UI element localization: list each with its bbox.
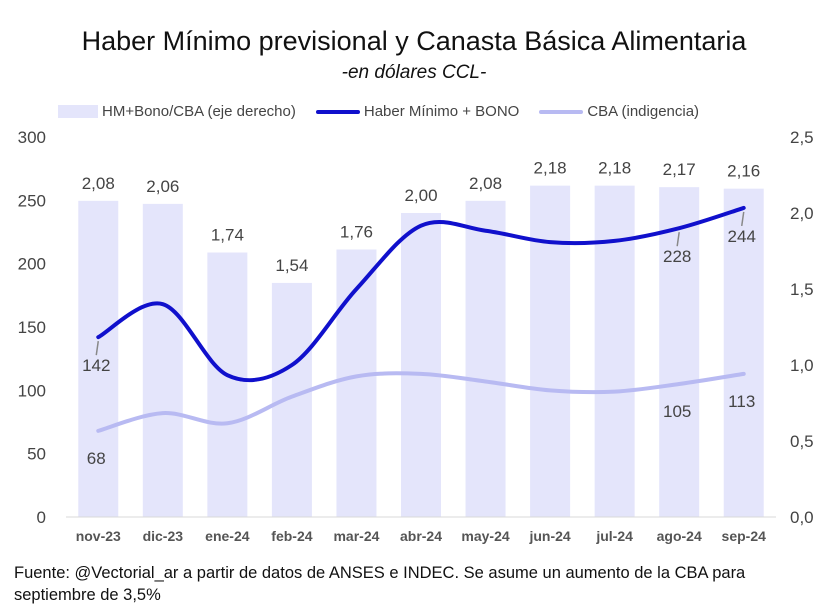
x-tick-label: jul-24 — [595, 528, 633, 544]
chart-subtitle: -en dólares CCL- — [341, 62, 487, 83]
bar-ratio — [465, 200, 506, 517]
y-left-tick-label: 250 — [18, 191, 46, 210]
x-tick-label: may-24 — [461, 528, 509, 544]
x-tick-label: jun-24 — [528, 528, 570, 544]
legend-item-ratio: HM+Bono/CBA (eje derecho) — [58, 103, 296, 120]
legend-swatch-haber — [315, 109, 360, 114]
x-tick-label: dic-23 — [143, 528, 184, 544]
y-left-tick-label: 50 — [27, 445, 46, 464]
bar-ratio — [594, 185, 635, 517]
bar-ratio — [530, 185, 571, 517]
y-left-tick-label: 100 — [18, 381, 46, 400]
source-note: Fuente: @Vectorial_ar a partir de datos … — [14, 564, 746, 604]
bar-ratio — [659, 187, 700, 517]
bar-data-label: 2,08 — [82, 174, 115, 193]
x-tick-label: mar-24 — [333, 528, 379, 544]
bar-ratio — [336, 249, 377, 518]
line-haber — [96, 205, 746, 383]
x-tick-label: abr-24 — [400, 528, 442, 544]
bar-data-label: 1,54 — [275, 256, 308, 275]
bar-data-label: 2,17 — [663, 160, 696, 179]
bar-data-label: 2,16 — [727, 162, 760, 181]
x-tick-label: feb-24 — [271, 528, 312, 544]
legend-item-haber: Haber Mínimo + BONO — [315, 103, 520, 120]
y-right-tick-label: 2,5 — [790, 128, 814, 147]
leader-line — [676, 232, 680, 247]
x-tick-label: ene-24 — [205, 528, 250, 544]
bar-data-label: 1,74 — [211, 226, 244, 245]
line-haber-data-label: 244 — [728, 227, 756, 246]
y-right-tick-label: 0,5 — [790, 432, 814, 451]
bar-data-label: 2,00 — [404, 186, 437, 205]
bar-ratio — [723, 188, 764, 517]
y-left-tick-label: 150 — [18, 318, 46, 337]
legend-label-cba: CBA (indigencia) — [587, 103, 700, 120]
line-haber-data-label: 142 — [82, 356, 110, 375]
bar-data-label: 2,06 — [146, 177, 179, 196]
legend-label-haber: Haber Mínimo + BONO — [363, 103, 520, 120]
bar-ratio — [207, 252, 248, 517]
bar-data-label: 2,18 — [598, 159, 631, 178]
legend-item-cba: CBA (indigencia) — [539, 103, 699, 120]
y-right-tick-label: 1,5 — [790, 280, 814, 299]
y-left-tick-label: 0 — [37, 508, 46, 527]
legend-swatch-cba — [539, 109, 584, 114]
bar-data-label: 2,08 — [469, 174, 502, 193]
y-right-tick-label: 0,0 — [790, 508, 814, 527]
y-right-tick-label: 1,0 — [790, 356, 814, 375]
line-haber-data-label: 228 — [663, 247, 691, 266]
chart-legend: HM+Bono/CBA (eje derecho) Haber Mínimo +… — [58, 103, 719, 120]
bar-data-label: 2,18 — [534, 159, 567, 178]
x-tick-label: ago-24 — [657, 528, 702, 544]
line-cba — [96, 371, 746, 433]
y-left-tick-label: 200 — [18, 255, 46, 274]
line-cba-data-label: 105 — [663, 402, 691, 421]
bar-ratio — [401, 213, 441, 517]
leader-line — [740, 211, 745, 227]
line-cba-data-label: 68 — [87, 449, 106, 468]
x-tick-label: sep-24 — [722, 528, 767, 544]
y-right-tick-label: 2,0 — [790, 204, 814, 223]
leader-line — [95, 341, 100, 356]
legend-swatch-bar — [58, 105, 98, 118]
bar-ratio — [78, 200, 119, 517]
bar-ratio — [271, 282, 312, 517]
x-tick-label: nov-23 — [76, 528, 121, 544]
line-cba-data-label: 113 — [728, 392, 755, 411]
bar-ratio — [142, 203, 183, 517]
bar-data-label: 1,76 — [340, 222, 373, 241]
chart-title: Haber Mínimo previsional y Canasta Básic… — [81, 26, 747, 56]
y-left-tick-label: 300 — [18, 128, 46, 147]
legend-label-ratio: HM+Bono/CBA (eje derecho) — [102, 103, 296, 120]
